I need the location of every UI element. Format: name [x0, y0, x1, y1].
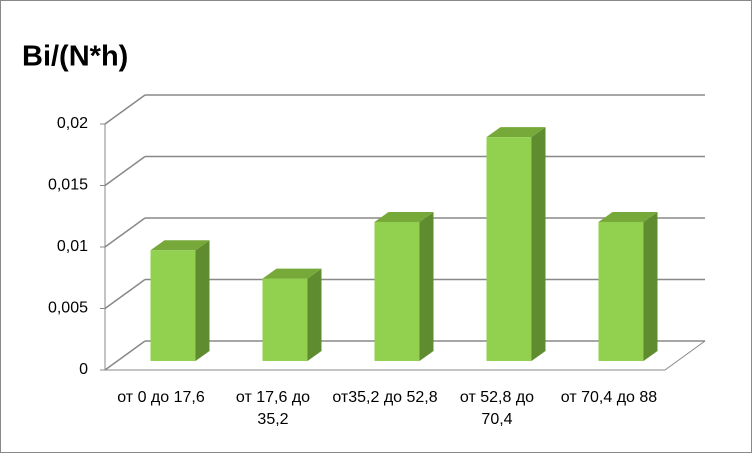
- bar-top: [262, 268, 322, 279]
- y-tick-label: 0,01: [57, 238, 88, 255]
- x-tick-label: от 70,4 до 88: [560, 389, 658, 406]
- x-tick-label: от 0 до 17,6: [117, 389, 205, 406]
- x-tick-label: от 52,8 до 70,4: [459, 389, 535, 428]
- y-tick-label: 0,005: [48, 300, 88, 317]
- bar-top: [486, 127, 546, 138]
- bar-side: [195, 240, 210, 361]
- bar-top: [598, 212, 658, 223]
- y-tick-label: 0: [79, 361, 88, 378]
- bar: [598, 222, 644, 361]
- y-tick-label: 0,02: [57, 115, 88, 132]
- x-tick-label: от35,2 до 52,8: [332, 389, 438, 406]
- grid-line-side: [104, 278, 146, 310]
- bar: [262, 278, 308, 361]
- grid-line-side: [104, 155, 146, 187]
- grid-line-side: [104, 340, 146, 371]
- bar: [150, 250, 196, 361]
- y-tick-label: 0,015: [48, 177, 88, 194]
- bar: [374, 222, 420, 361]
- bar-side: [643, 212, 658, 361]
- grid-line-side: [104, 217, 146, 248]
- chart-title: Bi/(N*h): [22, 41, 128, 73]
- bar: [486, 137, 532, 361]
- bar-side: [307, 268, 322, 361]
- bar-side: [419, 212, 434, 361]
- floor-side: [664, 340, 706, 371]
- x-tick-label: от 17,6 до 35,2: [235, 389, 311, 428]
- grid-line-side: [104, 94, 146, 125]
- bar-top: [374, 212, 434, 223]
- bar-side: [531, 127, 546, 361]
- bar-top: [150, 240, 210, 251]
